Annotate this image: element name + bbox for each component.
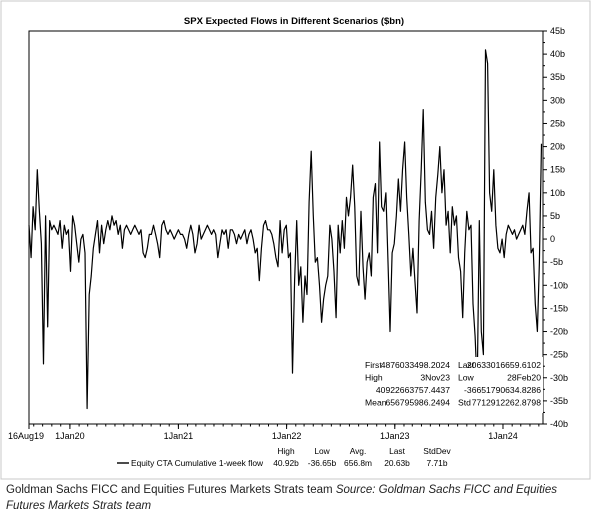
- legend-stat-header: Avg.: [350, 446, 367, 456]
- legend-stat-header: High: [277, 446, 295, 456]
- chart-figure: SPX Expected Flows in Different Scenario…: [0, 0, 591, 480]
- series-line: [28, 49, 543, 410]
- stats-cell: 7712912262.8798: [472, 398, 542, 408]
- x-tick-label: 1Jan20: [55, 431, 85, 441]
- x-tick-label: 1Jan23: [380, 431, 410, 441]
- y-tick-label: -5b: [550, 257, 563, 267]
- legend-series-name: Equity CTA Cumulative 1-week flow: [131, 458, 264, 468]
- legend-stat-value: 40.92b: [273, 458, 299, 468]
- figure-caption: Goldman Sachs FICC and Equities Futures …: [6, 482, 586, 514]
- y-tick-label: -25b: [550, 350, 568, 360]
- stats-cell: -36651790634.8286: [464, 385, 541, 395]
- stats-cell: 20633016659.6102: [467, 360, 541, 370]
- legend-stat-value: 656.8m: [344, 458, 372, 468]
- stats-cell: Last: [458, 360, 475, 370]
- y-tick-label: -10b: [550, 280, 568, 290]
- x-tick-label: 1Jan21: [164, 431, 194, 441]
- stats-cell: 40922663757.4437: [376, 385, 450, 395]
- legend-stat-value: 7.71b: [427, 458, 448, 468]
- legend: Equity CTA Cumulative 1-week flow High 40…: [117, 446, 452, 468]
- y-tick-label: 15b: [550, 165, 565, 175]
- y-tick-label: -30b: [550, 373, 568, 383]
- stats-cell: Mean: [365, 398, 387, 408]
- x-axis: 16Aug19 1Jan20 1Jan21 1Jan22 1Jan23 1Jan24: [8, 424, 540, 441]
- y-tick-label: 30b: [550, 95, 565, 105]
- x-tick-label: 1Jan22: [272, 431, 302, 441]
- legend-stat-header: Last: [389, 446, 406, 456]
- legend-stat-value: -36.65b: [308, 458, 337, 468]
- legend-stat-value: 20.63b: [384, 458, 410, 468]
- series-layer: [28, 49, 543, 410]
- y-tick-label: 10b: [550, 188, 565, 198]
- y-tick-label: 35b: [550, 72, 565, 82]
- legend-stat-header: StdDev: [423, 446, 451, 456]
- y-tick-label: 0: [550, 234, 555, 244]
- y-tick-label: 40b: [550, 49, 565, 59]
- chart-title: SPX Expected Flows in Different Scenario…: [184, 16, 404, 27]
- y-tick-label: 5b: [550, 211, 560, 221]
- stats-cell: 3Nov23: [420, 373, 450, 383]
- y-tick-label: 25b: [550, 118, 565, 128]
- stats-cell: 4876033498.2024: [381, 360, 451, 370]
- caption-text: Goldman Sachs FICC and Equities Futures …: [6, 484, 333, 496]
- stats-box-background: [360, 357, 543, 413]
- legend-stat-header: Low: [314, 446, 330, 456]
- x-tick-label: 1Jan24: [488, 431, 518, 441]
- stats-cell: 656795986.2494: [385, 398, 450, 408]
- y-tick-label: -20b: [550, 327, 568, 337]
- y-tick-label: 20b: [550, 142, 565, 152]
- stats-cell: Std: [458, 398, 471, 408]
- caption-source: Source: Goldman Sachs FICC and Equities …: [6, 484, 557, 512]
- y-tick-label: -15b: [550, 303, 568, 313]
- stats-cell: Low: [458, 373, 475, 383]
- y-axis: 45b 40b 35b 30b 25b 20b 15b 10b 5b 0 -5b -10b -15b -2…: [543, 26, 568, 429]
- y-tick-label: -35b: [550, 396, 568, 406]
- stats-cell: First: [365, 360, 382, 370]
- stats-cell: 28Feb20: [507, 373, 541, 383]
- y-tick-label: 45b: [550, 26, 565, 36]
- stats-cell: High: [365, 373, 383, 383]
- x-tick-label: 16Aug19: [8, 431, 44, 441]
- y-tick-label: -40b: [550, 419, 568, 429]
